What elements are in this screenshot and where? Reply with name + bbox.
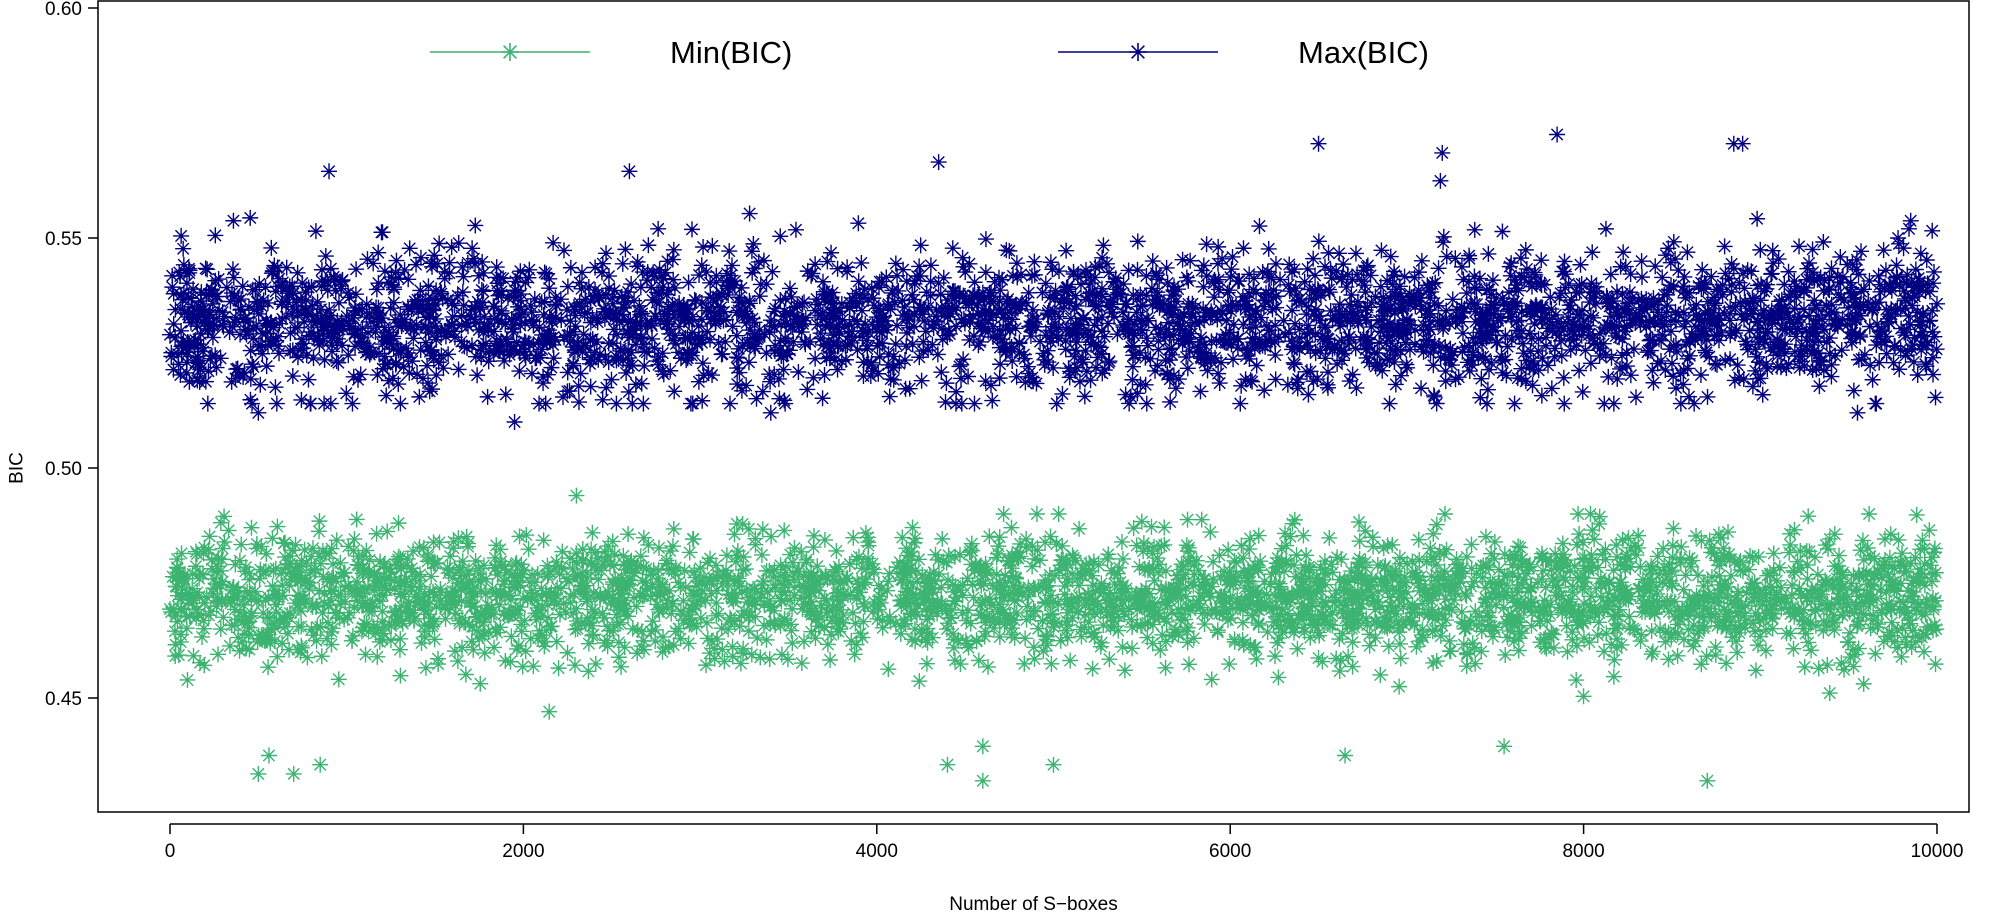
data-point [1434, 144, 1451, 161]
data-point [568, 487, 585, 504]
data-point [260, 747, 277, 764]
series-min-bic [162, 487, 1945, 789]
x-tick-label: 2000 [502, 841, 544, 862]
data-point [1496, 738, 1513, 755]
data-point [1337, 747, 1354, 764]
data-point-cloud [162, 172, 1945, 412]
data-point-cloud [162, 506, 1945, 720]
data-point [1725, 135, 1742, 152]
data-point [1734, 135, 1751, 152]
data-point [974, 738, 991, 755]
data-point [250, 404, 267, 421]
x-axis-label: Number of S−boxes [949, 894, 1117, 915]
y-axis: 0.45 0.50 0.55 0.60 [45, 0, 98, 710]
y-tick-label: 0.55 [45, 229, 82, 250]
plot-points [162, 126, 1945, 789]
data-point [1849, 404, 1866, 421]
y-tick-label: 0.50 [45, 459, 82, 480]
legend: Min(BIC) Max(BIC) [430, 35, 1429, 70]
x-tick-label: 6000 [1209, 841, 1251, 862]
series-max-bic [162, 126, 1945, 430]
data-point [621, 163, 638, 180]
y-tick-label: 0.60 [45, 0, 82, 20]
x-tick-label: 10000 [1911, 841, 1964, 862]
x-tick-label: 0 [165, 841, 176, 862]
data-point [312, 756, 329, 773]
x-axis: 0 2000 4000 6000 8000 10000 [165, 823, 1964, 862]
legend-marker [1129, 43, 1147, 61]
legend-item: Min(BIC) [430, 35, 792, 70]
data-point [250, 765, 267, 782]
x-tick-label: 8000 [1562, 841, 1604, 862]
data-point [1699, 772, 1716, 789]
data-point [506, 414, 523, 430]
y-axis-label: BIC [7, 452, 28, 484]
x-tick-label: 4000 [856, 841, 898, 862]
data-point [1045, 756, 1062, 773]
y-tick-label: 0.45 [45, 689, 82, 710]
legend-marker [501, 43, 519, 61]
data-point [321, 163, 338, 180]
data-point [939, 756, 956, 773]
legend-label: Max(BIC) [1298, 35, 1429, 70]
data-point [1549, 126, 1566, 143]
legend-label: Min(BIC) [670, 35, 792, 70]
data-point [974, 772, 991, 789]
data-point [285, 765, 302, 782]
data-point [930, 154, 947, 171]
data-point [762, 404, 779, 421]
data-point [1310, 135, 1327, 152]
legend-item: Max(BIC) [1058, 35, 1429, 70]
plot-frame [97, 0, 1970, 813]
